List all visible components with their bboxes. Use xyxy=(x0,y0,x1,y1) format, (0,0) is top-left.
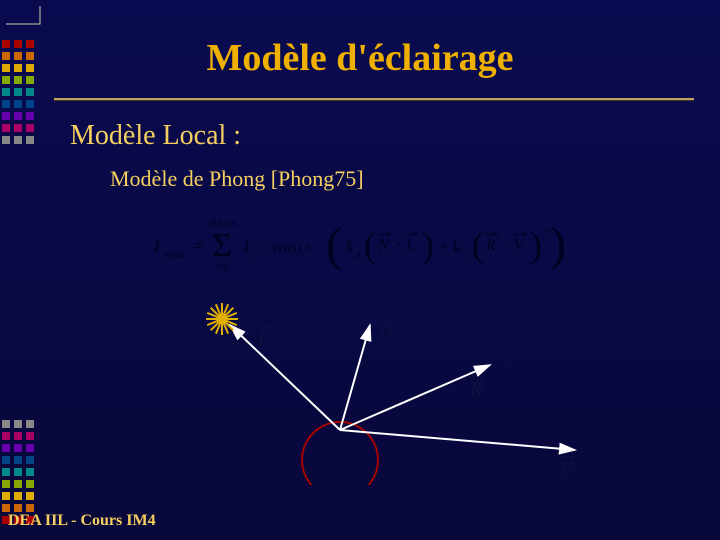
svg-text:): ) xyxy=(550,218,566,271)
svg-text:): ) xyxy=(530,225,542,265)
svg-text:+ k: + k xyxy=(440,239,461,256)
svg-text:·: · xyxy=(504,234,510,254)
svg-text:I: I xyxy=(153,236,161,256)
svg-text:s: s xyxy=(464,250,468,260)
subtitle-1: Modèle Local : xyxy=(70,120,241,152)
title-underline xyxy=(54,98,694,100)
svg-text:=: = xyxy=(194,236,204,256)
svg-text:): ) xyxy=(422,225,434,265)
footer-text: DEA IIL - Cours IM4 xyxy=(8,512,156,530)
subtitle-2: Modèle de Phong [Phong75] xyxy=(110,166,364,192)
svg-text:(: ( xyxy=(472,225,484,265)
svg-text:n: n xyxy=(544,226,549,237)
svg-text:·: · xyxy=(396,234,402,254)
svg-text:Σ: Σ xyxy=(212,227,232,264)
svg-text:N: N xyxy=(377,237,390,254)
svg-text:L: L xyxy=(257,328,269,350)
svg-text:N: N xyxy=(379,318,395,340)
svg-text:× vis(i) ×: × vis(i) × xyxy=(260,241,312,256)
svg-text:R: R xyxy=(485,237,496,254)
svg-text:(: ( xyxy=(364,225,376,265)
svg-text:(: ( xyxy=(326,218,342,271)
svg-text:L: L xyxy=(405,237,415,254)
phong-diagram: N L R V xyxy=(180,285,610,485)
svg-text:i=0: i=0 xyxy=(216,262,229,272)
slide-title: Modèle d'éclairage xyxy=(0,36,720,80)
svg-text:nbLum: nbLum xyxy=(210,218,236,228)
svg-text:V: V xyxy=(514,237,526,254)
svg-text:V: V xyxy=(560,458,575,480)
slide: Modèle d'éclairage Modèle Local : Modèle… xyxy=(0,0,720,540)
svg-text:I: I xyxy=(243,239,250,256)
svg-text:d: d xyxy=(356,250,361,260)
decor-dots xyxy=(0,0,46,540)
svg-text:local: local xyxy=(164,250,184,261)
svg-text:R: R xyxy=(469,378,482,400)
svg-text:k: k xyxy=(346,239,354,256)
svg-text:i: i xyxy=(252,250,255,260)
formula: Ilocal=ΣnbLumi=0Ii× vis(i) ×(kd(N·L)+ ks… xyxy=(150,210,620,280)
